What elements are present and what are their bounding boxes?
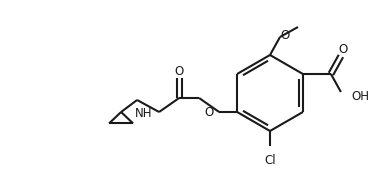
Text: O: O bbox=[338, 42, 348, 55]
Text: OH: OH bbox=[351, 89, 369, 102]
Text: NH: NH bbox=[135, 107, 152, 119]
Text: O: O bbox=[175, 65, 184, 78]
Text: O: O bbox=[280, 28, 290, 41]
Text: Cl: Cl bbox=[264, 154, 276, 167]
Text: O: O bbox=[205, 105, 214, 118]
